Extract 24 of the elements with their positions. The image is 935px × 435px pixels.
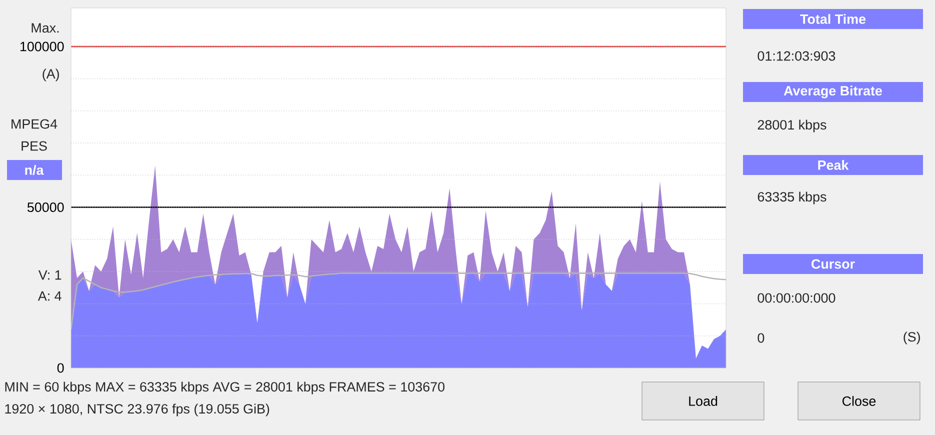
y-tick-label: 0: [57, 363, 64, 373]
text: 28001 kbps: [758, 120, 826, 132]
y-tick-label: 100000: [20, 42, 64, 52]
text: MPEG4: [12, 119, 58, 129]
text: 00:00:00:000: [758, 293, 836, 303]
text: Peak: [818, 160, 849, 170]
y-tick-label: 50000: [27, 202, 64, 212]
text: Load: [689, 396, 718, 406]
text: 1920 × 1080, NTSC 23.976 fps (19.055 GiB): [5, 404, 270, 416]
text: 0: [758, 333, 764, 343]
text: Total Time: [800, 14, 866, 24]
text: (A): [42, 68, 59, 82]
text: 01:12:03:903: [758, 51, 836, 61]
text: Close: [842, 396, 876, 406]
text: n/a: [25, 164, 44, 175]
text: 63335 kbps: [758, 192, 826, 204]
text: MIN = 60 kbps MAX = 63335 kbps AVG = 28001 kbps FRAMES = 103670: [5, 382, 444, 394]
text: Max.: [32, 23, 59, 33]
text: Average Bitrate: [784, 86, 882, 98]
text: PES: [22, 141, 47, 151]
text: Cursor: [812, 259, 855, 269]
text: (S): [904, 332, 920, 344]
text: A: 4: [38, 291, 62, 301]
text: V: 1: [38, 270, 62, 280]
